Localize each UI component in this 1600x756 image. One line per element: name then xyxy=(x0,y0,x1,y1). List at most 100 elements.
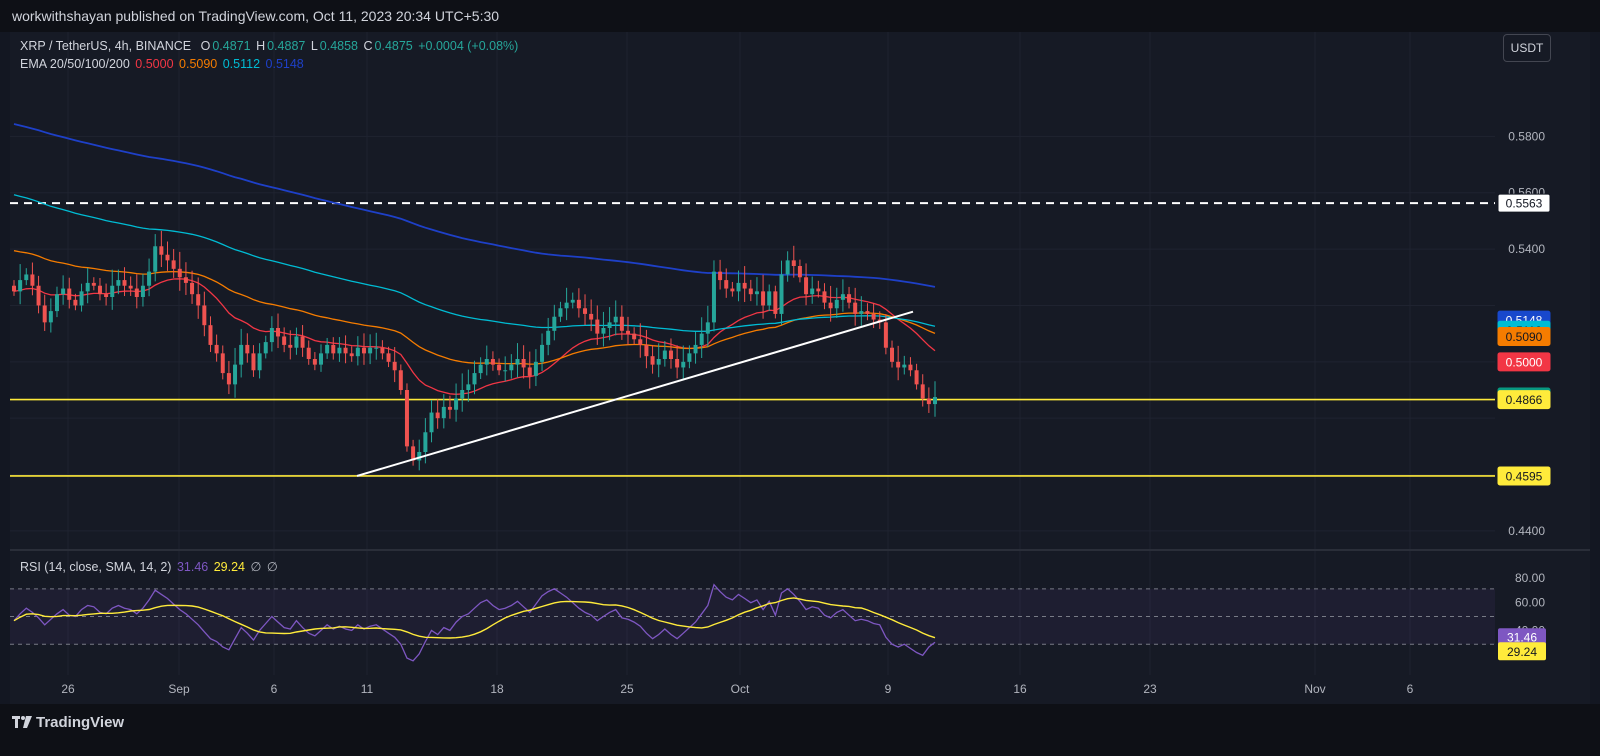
candle-body xyxy=(509,364,514,371)
candle-body xyxy=(85,282,90,292)
rsi-sma-line xyxy=(13,597,936,639)
candle-body xyxy=(190,282,195,295)
trendline-segment xyxy=(356,310,914,477)
candle-body xyxy=(840,294,845,300)
candle-body xyxy=(282,336,287,345)
candle-body xyxy=(908,364,913,371)
tradingview-brand: TradingView xyxy=(36,714,125,731)
ema20-value: 0.5000 xyxy=(135,57,174,71)
candle-body xyxy=(97,285,102,295)
candle-body xyxy=(570,299,575,303)
trendline xyxy=(356,310,914,477)
candle-body xyxy=(748,288,753,295)
currency-button[interactable]: USDT xyxy=(1503,34,1551,62)
candle-body xyxy=(36,285,41,306)
candle-body xyxy=(613,316,618,323)
price-tick-label: 0.4400 xyxy=(1508,524,1545,538)
candle-body xyxy=(239,344,244,365)
candle-body xyxy=(920,384,925,399)
ema50-line xyxy=(13,250,936,365)
candle-body xyxy=(435,412,440,419)
candle-body xyxy=(687,353,692,362)
candle-body xyxy=(140,285,145,297)
candle-body xyxy=(18,280,23,292)
ema-lines xyxy=(13,123,936,395)
rsi-label[interactable]: RSI (14, close, SMA, 14, 2) xyxy=(20,560,172,574)
candle-body xyxy=(804,277,809,295)
candle-body xyxy=(319,353,323,365)
candle-body xyxy=(153,246,158,272)
candle-body xyxy=(122,280,127,286)
time-tick-label: 11 xyxy=(361,682,374,696)
candle-body xyxy=(515,359,520,365)
candle-body xyxy=(196,294,201,306)
candle-body xyxy=(177,268,182,278)
price-axis: 0.58000.56000.54000.44000.55630.51480.51… xyxy=(1497,129,1551,661)
candle-body xyxy=(91,282,96,286)
candle-body xyxy=(742,282,747,289)
rsi-line xyxy=(13,583,936,662)
candle-body xyxy=(711,271,716,323)
candle-body xyxy=(822,291,827,303)
close-value: 0.4875 xyxy=(374,39,413,53)
candle-body xyxy=(386,353,391,362)
chart-frame[interactable] xyxy=(10,32,1590,704)
candle-body xyxy=(159,246,164,255)
candle-body xyxy=(546,330,551,345)
high-label: H xyxy=(256,39,266,53)
price-label-box xyxy=(1497,193,1551,213)
candle-body xyxy=(454,398,459,410)
rsi-extra-1: ∅ xyxy=(250,560,262,574)
price-label-box xyxy=(1497,352,1551,372)
candle-body xyxy=(484,359,489,365)
candle-body xyxy=(730,288,735,292)
candle-body xyxy=(263,342,268,354)
candle-body xyxy=(423,432,428,452)
candle-body xyxy=(337,347,342,354)
ema200-line xyxy=(13,123,936,288)
candle-body xyxy=(693,344,698,354)
candle-body xyxy=(312,359,317,365)
publish-bar: workwithshayan published on TradingView.… xyxy=(0,0,1600,32)
horizontal-levels xyxy=(10,202,1495,477)
candle-body xyxy=(902,364,907,368)
candle-body xyxy=(650,356,655,365)
candle-body xyxy=(183,277,188,283)
candle-body xyxy=(834,299,839,309)
candle-body xyxy=(656,359,661,365)
candle-body xyxy=(61,288,66,295)
candle-body xyxy=(361,347,366,354)
price-label-text: 0.5563 xyxy=(1506,197,1543,211)
candle-body xyxy=(202,305,207,326)
candle-body xyxy=(73,299,78,306)
time-tick-label: 25 xyxy=(620,682,634,696)
candle-body xyxy=(883,322,888,348)
candle-body xyxy=(104,294,109,297)
candle-body xyxy=(540,344,545,362)
candle-body xyxy=(294,336,299,348)
ema-legend: EMA 20/50/100/200 0.5000 0.5090 0.5112 0… xyxy=(20,57,306,71)
candle-body xyxy=(472,373,477,385)
candle-body xyxy=(79,291,84,306)
candle-body xyxy=(349,353,354,357)
time-tick-label: 16 xyxy=(1013,682,1027,696)
high-value: 0.4887 xyxy=(267,39,306,53)
candle-body xyxy=(779,274,784,314)
candle-body xyxy=(392,361,397,371)
candle-body xyxy=(638,339,643,345)
symbol-name[interactable]: XRP / TetherUS, 4h, BINANCE xyxy=(20,39,192,53)
price-label-text: 0.4866 xyxy=(1506,393,1543,407)
published-info: workwithshayan published on TradingView.… xyxy=(12,8,500,24)
grid-lines xyxy=(10,32,1590,675)
candle-body xyxy=(441,406,446,419)
candle-body xyxy=(380,347,385,354)
ema-label[interactable]: EMA 20/50/100/200 xyxy=(20,57,130,71)
candle-body xyxy=(601,328,606,334)
tradingview-logo[interactable]: TradingView xyxy=(12,714,124,731)
candle-body xyxy=(466,384,471,390)
candle-body xyxy=(411,446,416,461)
candle-body xyxy=(527,367,532,376)
rsi-sma-value: 29.24 xyxy=(213,560,245,574)
candle-body xyxy=(490,359,495,365)
